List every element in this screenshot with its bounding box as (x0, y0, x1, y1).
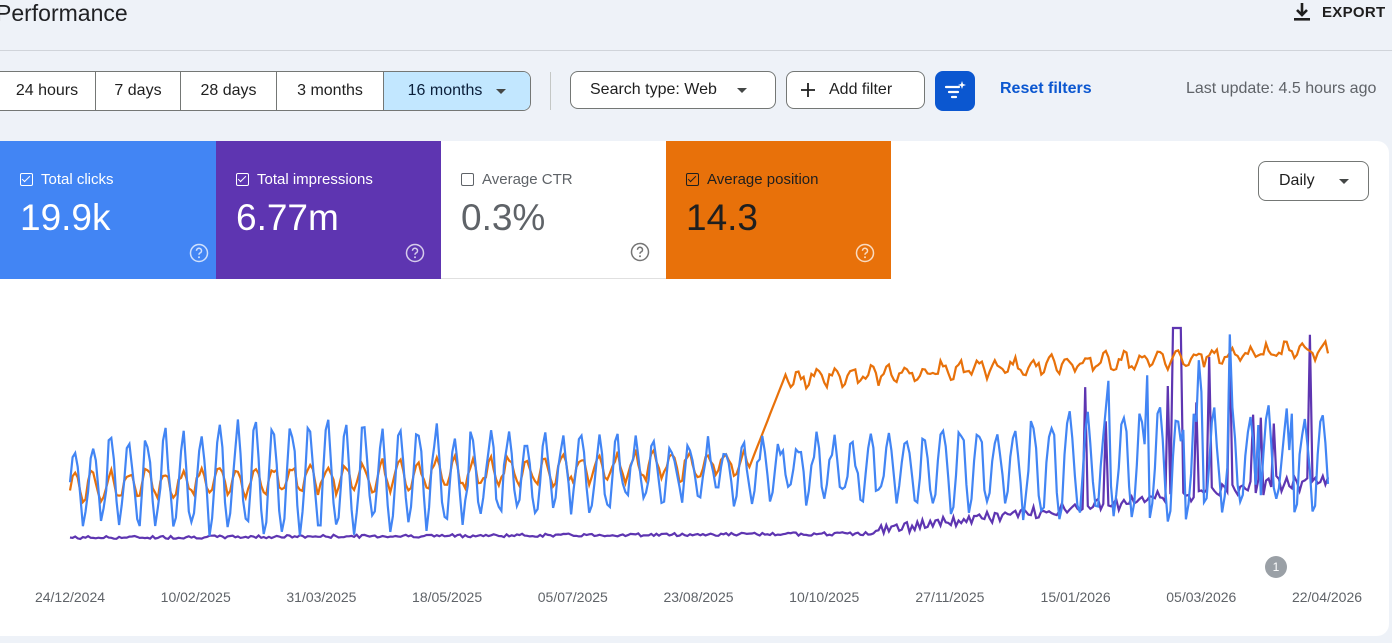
export-button[interactable]: EXPORT (1292, 0, 1385, 24)
search-type-dropdown[interactable]: Search type: Web (570, 71, 776, 109)
x-tick-label: 18/05/2025 (412, 589, 482, 605)
x-tick-label: 24/12/2024 (35, 589, 105, 605)
x-tick-label: 10/10/2025 (789, 589, 859, 605)
x-tick-label: 27/11/2025 (915, 589, 984, 605)
granularity-label: Daily (1279, 172, 1315, 189)
toolbar-separator (550, 72, 551, 110)
header-divider (0, 50, 1392, 51)
x-tick-label: 05/07/2025 (538, 589, 608, 605)
page-title: Performance (0, 0, 128, 26)
caret-down-icon (496, 88, 507, 94)
granularity-dropdown[interactable]: Daily (1258, 161, 1369, 201)
series-line-total-clicks (68, 334, 1330, 537)
help-icon[interactable] (630, 242, 650, 262)
search-type-label: Search type: Web (590, 81, 717, 98)
series-line-average-position (68, 338, 1330, 505)
metric-tile-average-position[interactable]: Average position 14.3 (666, 141, 891, 279)
x-tick-label: 31/03/2025 (286, 589, 356, 605)
x-tick-label: 22/04/2026 (1292, 589, 1362, 605)
help-icon[interactable] (855, 243, 875, 263)
metric-label: Total clicks (41, 171, 114, 188)
add-filter-button[interactable]: Add filter (786, 71, 925, 109)
checkbox-checked-icon[interactable] (20, 173, 33, 186)
series-line-total-impressions (69, 326, 1330, 541)
filter-sparkle-icon (944, 81, 966, 99)
last-update-text: Last update: 4.5 hours ago (1186, 80, 1377, 97)
metric-tile-total-clicks[interactable]: Total clicks 19.9k (0, 141, 225, 279)
x-tick-label: 05/03/2026 (1166, 589, 1236, 605)
caret-down-icon (736, 87, 747, 93)
caret-down-icon (1338, 178, 1349, 184)
range-28-days[interactable]: 28 days (180, 72, 276, 110)
add-filter-label: Add filter (829, 81, 893, 98)
checkbox-checked-icon[interactable] (236, 173, 249, 186)
metric-label: Total impressions (257, 171, 373, 188)
checkbox-unchecked-icon[interactable] (461, 173, 474, 186)
metric-label: Average CTR (482, 171, 573, 188)
annotation-badge[interactable]: 1 (1265, 556, 1287, 578)
reset-filters-link[interactable]: Reset filters (1000, 80, 1092, 97)
download-icon (1294, 3, 1310, 21)
metric-value: 19.9k (20, 197, 111, 238)
x-tick-label: 10/02/2025 (161, 589, 231, 605)
x-tick-label: 23/08/2025 (663, 589, 733, 605)
range-7-days[interactable]: 7 days (95, 72, 180, 110)
range-16-months-label: 16 months (407, 82, 483, 99)
help-icon[interactable] (189, 243, 209, 263)
metric-tile-total-impressions[interactable]: Total impressions 6.77m (216, 141, 441, 279)
performance-chart: 24/12/2024 10/02/2025 31/03/2025 18/05/2025… (35, 326, 1362, 605)
date-range-selector: 24 hours 7 days 28 days 3 months 16 mont… (0, 71, 531, 111)
plus-icon (801, 83, 815, 97)
metric-value: 14.3 (686, 197, 759, 238)
metric-label: Average position (707, 171, 819, 188)
range-16-months[interactable]: 16 months (383, 72, 530, 110)
range-3-months[interactable]: 3 months (276, 72, 383, 110)
metric-value: 0.3% (461, 197, 546, 238)
help-icon[interactable] (405, 243, 425, 263)
range-24-hours[interactable]: 24 hours (15, 82, 79, 99)
metric-value: 6.77m (236, 197, 339, 238)
x-tick-label: 15/01/2026 (1041, 589, 1111, 605)
export-label: EXPORT (1322, 3, 1386, 21)
smart-filter-button[interactable] (935, 71, 975, 111)
checkbox-checked-icon[interactable] (686, 173, 699, 186)
metric-tile-average-ctr[interactable]: Average CTR 0.3% (441, 141, 666, 279)
